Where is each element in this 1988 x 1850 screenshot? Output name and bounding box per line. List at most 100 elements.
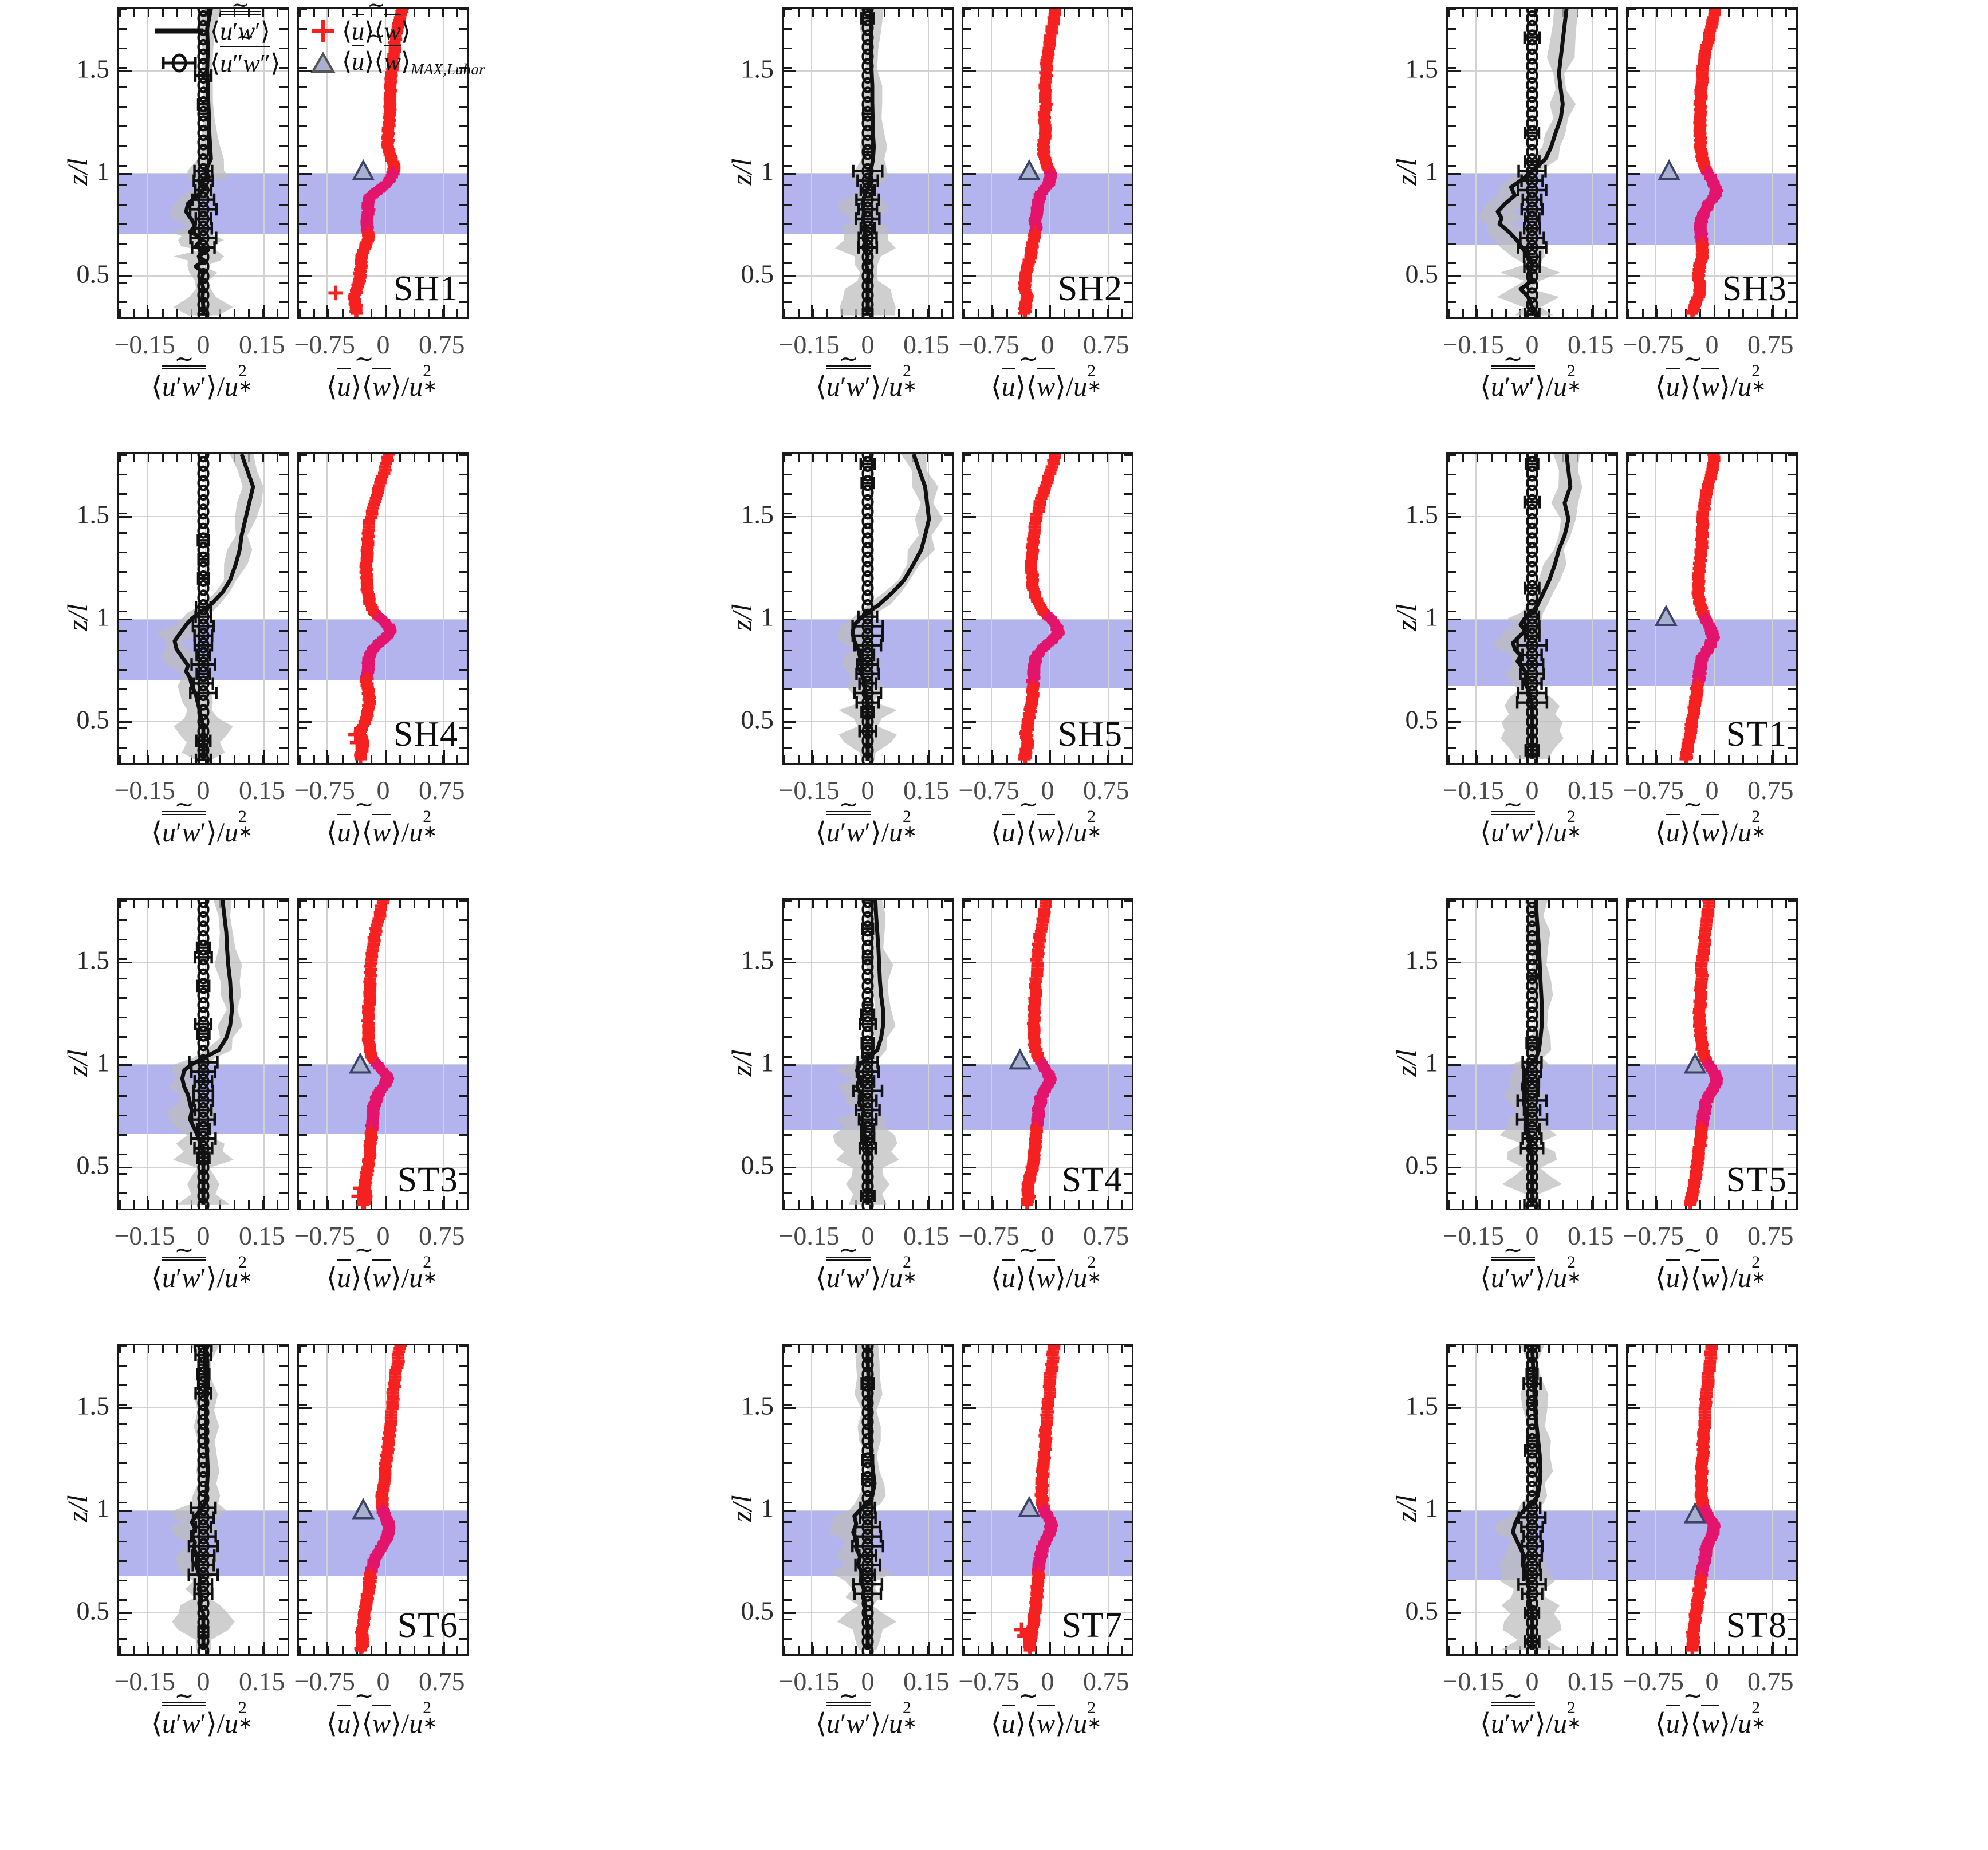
x-tick-mark xyxy=(342,9,344,17)
x-tick-label: 0 xyxy=(861,1221,875,1250)
x-tick-label: 0.75 xyxy=(1747,776,1794,805)
y-tick-mark xyxy=(459,242,467,245)
x-axis-label-right: ∼ ⟨ u⟩⟨ w⟩/u 2 ∗ xyxy=(990,345,1102,402)
y-tick-mark xyxy=(944,145,952,147)
plot-panel-right-sh4[interactable]: SH4 xyxy=(297,452,469,765)
case-label: SH3 xyxy=(1722,269,1787,308)
x-tick-label: 0.75 xyxy=(1083,776,1129,805)
y-tick-mark-major xyxy=(299,275,312,278)
y-tick-mark-major xyxy=(963,172,976,175)
x-tick-label: 0.15 xyxy=(903,1667,950,1696)
y-tick-mark xyxy=(459,203,467,206)
y-tick-mark xyxy=(1124,203,1132,206)
plot-panel-left-st1[interactable] xyxy=(1446,452,1618,765)
plot-panel-left-st8[interactable] xyxy=(1446,1344,1618,1656)
plot-panel-left-sh4[interactable] xyxy=(117,452,289,765)
legend-label-dispersive: ∼⟨u⟩⟨w⟩ xyxy=(342,0,411,46)
x-axis-label-left: ∼ ⟨ u′w′⟩/u 2 ∗ xyxy=(1480,1237,1581,1293)
x-tick-mark xyxy=(855,9,857,17)
plot-panel-left-sh1[interactable] xyxy=(117,7,289,319)
x-tick-label: −0.15 xyxy=(114,1667,175,1696)
plot-panel-left-st4[interactable] xyxy=(782,898,954,1210)
x-axis-label-right: ∼ ⟨ u⟩⟨ w⟩/u 2 ∗ xyxy=(1655,791,1766,848)
dispersive-marker xyxy=(197,86,210,103)
y-tick-mark xyxy=(459,28,467,30)
x-tick-mark-major xyxy=(385,305,387,317)
data-layer xyxy=(299,9,467,317)
x-tick-mark xyxy=(812,309,814,317)
luhar-max-triangle xyxy=(1017,1495,1041,1517)
x-tick-label: −0.75 xyxy=(294,776,355,805)
plot-panel-right-sh3[interactable]: SH3 xyxy=(1626,7,1798,319)
dispersive-marker xyxy=(197,153,210,170)
x-tick-mark xyxy=(133,309,135,317)
y-tick-mark-major xyxy=(119,70,132,72)
plot-panel-right-st3[interactable]: ST3 xyxy=(297,898,469,1210)
dispersive-marker xyxy=(197,115,210,132)
plot-panel-left-sh5[interactable] xyxy=(782,452,954,765)
case-group-st5: z/l 1.5 1 0.5 −0.15 0 0.15 ∼ ⟨ u′w′⟩/u 2 ∗ ST5 −0.75 0… xyxy=(1377,898,1821,1319)
y-tick-mark xyxy=(944,184,952,186)
dispersive-marker xyxy=(197,38,210,56)
x-tick-mark xyxy=(385,9,387,17)
y-tick-label: 1 xyxy=(96,602,109,632)
dispersive-marker xyxy=(197,296,210,313)
y-tick-mark xyxy=(963,48,971,50)
x-axis-label-right: ∼ ⟨ u⟩⟨ w⟩/u 2 ∗ xyxy=(326,345,438,402)
x-tick-label: 0 xyxy=(376,776,390,805)
x-tick-label: −0.75 xyxy=(294,1221,355,1250)
plus-marker-outlier xyxy=(328,285,343,301)
x-tick-mark xyxy=(371,309,372,317)
y-tick-label: 0.5 xyxy=(76,259,110,289)
y-tick-mark xyxy=(119,67,127,69)
y-tick-mark xyxy=(459,9,467,10)
y-tick-mark xyxy=(963,67,971,69)
dispersive-marker xyxy=(861,153,874,170)
plot-panel-left-sh3[interactable] xyxy=(1446,7,1618,319)
x-tick-label: −0.75 xyxy=(1623,1667,1684,1696)
y-tick-mark xyxy=(299,125,307,128)
x-tick-mark xyxy=(1064,9,1065,17)
plot-panel-right-st4[interactable]: ST4 xyxy=(962,898,1133,1210)
plot-panel-right-sh2[interactable]: SH2 xyxy=(962,7,1133,319)
x-tick-mark xyxy=(1035,309,1037,317)
y-tick-label: 1.5 xyxy=(741,1391,774,1420)
y-tick-mark xyxy=(944,242,952,245)
plot-panel-right-sh5[interactable]: SH5 xyxy=(962,452,1133,765)
y-tick-mark xyxy=(299,184,307,186)
y-tick-mark xyxy=(944,281,952,284)
y-tick-label: 0.5 xyxy=(1405,1150,1439,1180)
dispersive-marker xyxy=(197,267,210,285)
plot-panel-right-st8[interactable]: ST8 xyxy=(1626,1344,1798,1656)
x-tick-label: −0.75 xyxy=(1623,330,1684,359)
y-tick-label: 1.5 xyxy=(76,499,110,529)
error-bar xyxy=(857,231,878,245)
x-axis-label-left: ∼ ⟨ u′w′⟩/u 2 ∗ xyxy=(816,345,917,402)
plot-panel-right-sh1[interactable]: SH1 xyxy=(297,7,469,319)
luhar-max-triangle xyxy=(1654,604,1678,626)
y-tick-mark xyxy=(119,164,127,167)
case-label: ST1 xyxy=(1726,715,1787,754)
y-tick-mark xyxy=(119,184,127,186)
y-tick-label: 1 xyxy=(96,1048,109,1077)
y-tick-mark xyxy=(459,262,467,264)
x-tick-mark xyxy=(826,9,828,17)
plot-panel-right-st6[interactable]: ST6 xyxy=(297,1344,469,1656)
dispersive-marker xyxy=(861,134,874,151)
x-tick-label: 0 xyxy=(376,1221,390,1250)
plot-panel-left-sh2[interactable] xyxy=(782,7,954,319)
plot-panel-left-st3[interactable] xyxy=(117,898,289,1210)
error-bar xyxy=(855,212,881,225)
y-tick-label: 1.5 xyxy=(1405,1391,1439,1420)
plot-panel-left-st7[interactable] xyxy=(782,1344,954,1656)
plot-panel-right-st1[interactable]: ST1 xyxy=(1626,452,1798,765)
error-bar xyxy=(860,12,875,25)
x-tick-mark-major xyxy=(263,305,266,317)
plot-panel-left-st5[interactable] xyxy=(1446,898,1618,1210)
plot-panel-left-st6[interactable] xyxy=(117,1344,289,1656)
x-tick-mark xyxy=(992,9,994,17)
error-bar xyxy=(859,222,876,235)
plot-panel-right-st5[interactable]: ST5 xyxy=(1626,898,1798,1210)
plot-panel-right-st7[interactable]: ST7 xyxy=(962,1344,1133,1656)
y-tick-mark xyxy=(299,262,307,264)
